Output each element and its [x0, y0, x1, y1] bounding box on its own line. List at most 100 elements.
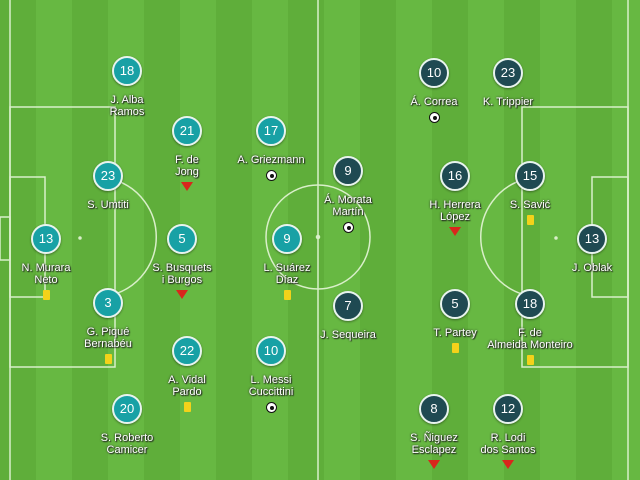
player-name: Á. Correa [374, 96, 494, 108]
shirt-number: 23 [493, 58, 523, 88]
player-name-line: T. Partey [433, 327, 477, 339]
player-name-line: H. Herrera [429, 199, 481, 211]
shirt-number: 17 [256, 116, 286, 146]
goal-ball-icon [265, 170, 277, 181]
home-player[interactable]: 9 L. Suárez Díaz [227, 224, 347, 300]
player-name-line: A. Griezmann [237, 154, 305, 166]
shirt-number: 22 [172, 336, 202, 366]
shirt-number: 18 [112, 56, 142, 86]
away-player[interactable]: 13 J. Oblak [532, 224, 640, 274]
player-name: J. Alba Ramos [67, 94, 187, 118]
player-name: S. Umtiti [48, 199, 168, 211]
shirt-number: 10 [419, 58, 449, 88]
away-player[interactable]: 9 Á. Morata Martín [288, 156, 408, 233]
shirt-number: 20 [112, 394, 142, 424]
away-player[interactable]: 15 S. Savić [470, 161, 590, 225]
away-player[interactable]: 7 J. Sequeira [288, 291, 408, 341]
shirt-number: 23 [93, 161, 123, 191]
yellow-card-icon [104, 354, 112, 364]
player-name-line: S. Roberto [100, 432, 154, 444]
home-player[interactable]: 18 J. Alba Ramos [67, 56, 187, 118]
player-name: L. Suárez Díaz [227, 262, 347, 286]
yellow-card-icon [183, 402, 191, 412]
player-name-line: Á. Correa [410, 96, 458, 108]
player-name-line: K. Trippier [482, 96, 534, 108]
substitution-arrow-icon [428, 460, 440, 469]
home-player[interactable]: 5 S. Busquets i Burgos [122, 224, 242, 299]
player-name-line: J. Oblak [571, 262, 613, 274]
player-name-line: Díaz [275, 274, 299, 286]
shirt-number: 5 [440, 289, 470, 319]
player-name: F. de Almeida Monteiro [470, 327, 590, 351]
home-player[interactable]: 3 G. Piqué Bernabéu [48, 288, 168, 364]
home-player[interactable]: 20 S. Roberto Camicer [67, 394, 187, 456]
shirt-number: 9 [272, 224, 302, 254]
shirt-number: 16 [440, 161, 470, 191]
home-player[interactable]: 21 F. de Jong [127, 116, 247, 191]
home-player[interactable]: 17 A. Griezmann [211, 116, 331, 181]
yellow-card-icon [283, 290, 291, 300]
player-name-line: dos Santos [480, 444, 536, 456]
player-name-line: J. Sequeira [320, 329, 376, 341]
player-name-line: F. de [518, 327, 542, 339]
player-name-line: J. Alba [110, 94, 144, 106]
player-name-line: S. Busquets [152, 262, 212, 274]
shirt-number: 12 [493, 394, 523, 424]
away-player[interactable]: 18 F. de Almeida Monteiro [470, 289, 590, 365]
yellow-card-icon [451, 343, 459, 353]
player-name: K. Trippier [448, 96, 568, 108]
shirt-number: 15 [515, 161, 545, 191]
shirt-number: 9 [333, 156, 363, 186]
player-name-line: A. Vidal [168, 374, 206, 386]
shirt-number: 10 [256, 336, 286, 366]
away-player[interactable]: 16 H. Herrera López [395, 161, 515, 236]
home-player[interactable]: 13 N. Murara Neto [0, 224, 106, 300]
shirt-number: 21 [172, 116, 202, 146]
yellow-card-icon [526, 215, 534, 225]
home-player[interactable]: 10 L. Messi Cuccittini [211, 336, 331, 413]
substitution-arrow-icon [502, 460, 514, 469]
player-name: H. Herrera López [395, 199, 515, 223]
player-name-line: R. Lodi [490, 432, 526, 444]
player-name-line: L. Suárez [263, 262, 311, 274]
player-name: S. Ñiguez Esclapez [374, 432, 494, 456]
player-name: G. Piqué Bernabéu [48, 326, 168, 350]
away-player[interactable]: 5 T. Partey [395, 289, 515, 353]
player-name-line: S. Umtiti [87, 199, 129, 211]
player-name-line: Camicer [106, 444, 148, 456]
player-name-line: Martín [332, 206, 364, 218]
home-player[interactable]: 23 S. Umtiti [48, 161, 168, 211]
player-name: N. Murara Neto [0, 262, 106, 286]
player-name-line: S. Savić [509, 199, 551, 211]
goal-ball-icon [428, 112, 440, 123]
player-name: S. Roberto Camicer [67, 432, 187, 456]
shirt-number: 3 [93, 288, 123, 318]
player-name-line: F. de [175, 154, 199, 166]
player-name: T. Partey [395, 327, 515, 339]
player-name: J. Oblak [532, 262, 640, 274]
home-player[interactable]: 22 A. Vidal Pardo [127, 336, 247, 412]
shirt-number: 13 [577, 224, 607, 254]
player-name-line: Jong [175, 166, 199, 178]
goal-ball-icon [265, 402, 277, 413]
player-name: Á. Morata Martín [288, 194, 408, 218]
player-name-line: L. Messi [250, 374, 292, 386]
away-player[interactable]: 10 Á. Correa [374, 58, 494, 123]
player-name: F. de Jong [127, 154, 247, 178]
player-name-line: N. Murara [21, 262, 71, 274]
away-player[interactable]: 12 R. Lodi dos Santos [448, 394, 568, 469]
player-name: A. Griezmann [211, 154, 331, 166]
player-name-line: Cuccittini [248, 386, 294, 398]
player-name-line: Ramos [109, 106, 145, 118]
player-name: L. Messi Cuccittini [211, 374, 331, 398]
away-player[interactable]: 23 K. Trippier [448, 58, 568, 108]
shirt-number: 5 [167, 224, 197, 254]
player-name-line: Neto [34, 274, 58, 286]
away-player[interactable]: 8 S. Ñiguez Esclapez [374, 394, 494, 469]
substitution-arrow-icon [449, 227, 461, 236]
shirt-number: 7 [333, 291, 363, 321]
player-name-line: i Burgos [161, 274, 203, 286]
player-name: J. Sequeira [288, 329, 408, 341]
